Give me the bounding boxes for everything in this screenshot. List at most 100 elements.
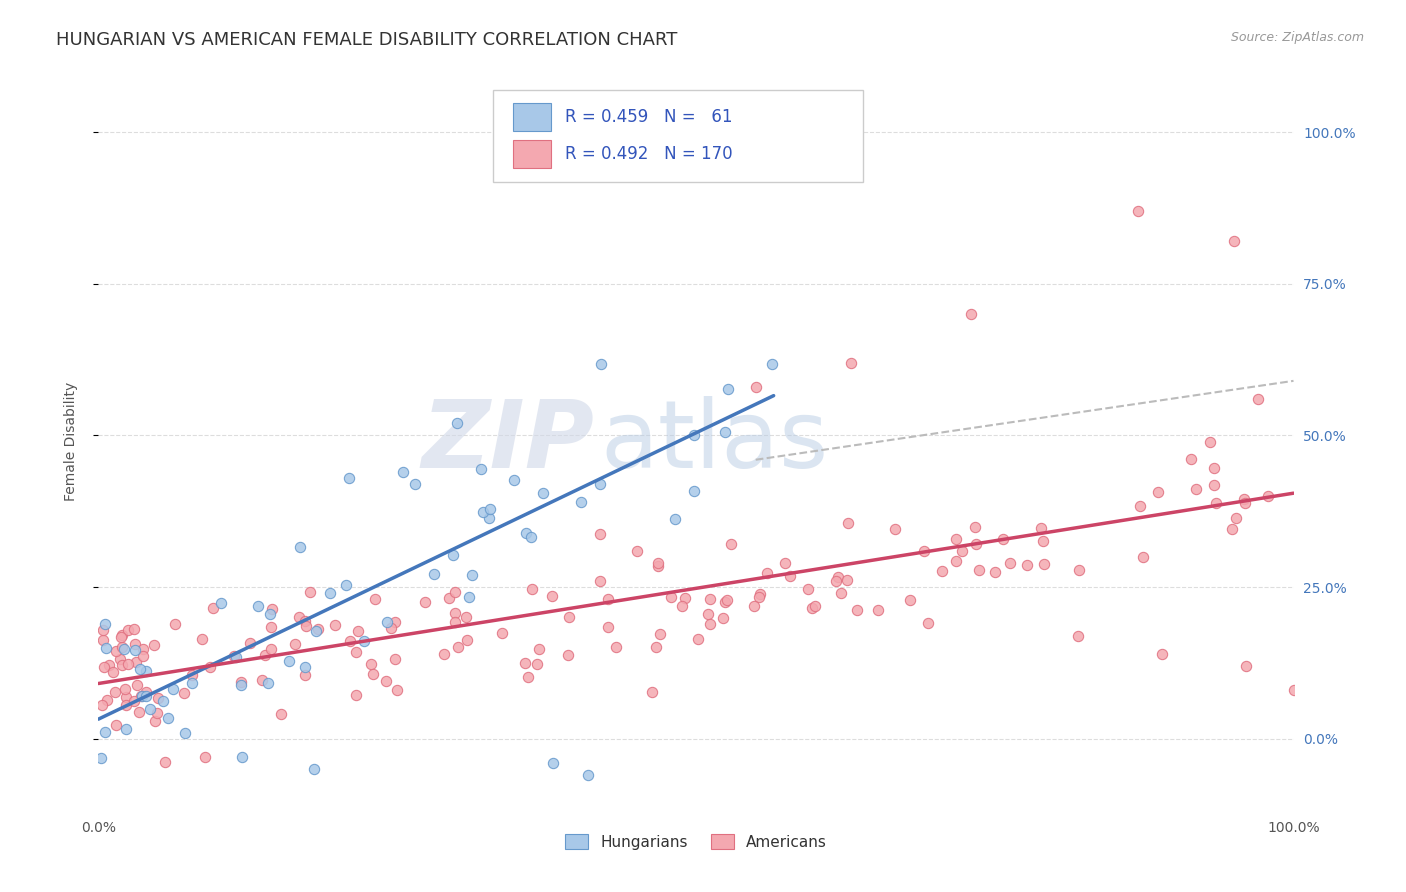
Point bbox=[696, 607, 718, 621]
Point bbox=[246, 599, 269, 614]
Point bbox=[1129, 499, 1152, 513]
Point bbox=[527, 641, 550, 656]
Point bbox=[589, 477, 612, 491]
Point bbox=[714, 595, 737, 609]
Point bbox=[827, 569, 849, 583]
Point bbox=[1199, 434, 1222, 449]
Point bbox=[671, 599, 693, 613]
Point bbox=[124, 642, 146, 657]
Point bbox=[835, 573, 858, 587]
Point bbox=[347, 624, 370, 638]
Point bbox=[294, 614, 316, 628]
Point bbox=[115, 690, 138, 705]
Point bbox=[647, 559, 669, 574]
Point bbox=[716, 593, 738, 607]
Point bbox=[659, 590, 682, 604]
Point bbox=[375, 615, 398, 629]
Point bbox=[90, 750, 112, 764]
Point bbox=[229, 674, 252, 689]
Point bbox=[605, 640, 627, 655]
Point bbox=[174, 726, 197, 740]
Point bbox=[993, 532, 1015, 546]
Point bbox=[93, 724, 115, 739]
Point bbox=[132, 642, 155, 657]
Text: ZIP: ZIP bbox=[422, 395, 595, 488]
Point bbox=[447, 640, 470, 654]
Point bbox=[569, 494, 592, 508]
Point bbox=[202, 601, 225, 615]
Point bbox=[253, 648, 276, 662]
Point bbox=[699, 592, 721, 607]
Point bbox=[673, 591, 696, 606]
Point bbox=[145, 706, 167, 720]
Point bbox=[110, 630, 132, 644]
Point bbox=[520, 582, 543, 597]
Point bbox=[124, 655, 146, 669]
Point bbox=[502, 473, 524, 487]
Point bbox=[115, 698, 138, 712]
Text: HUNGARIAN VS AMERICAN FEMALE DISABILITY CORRELATION CHART: HUNGARIAN VS AMERICAN FEMALE DISABILITY … bbox=[56, 31, 678, 49]
Point bbox=[307, 622, 329, 636]
Point bbox=[148, 690, 170, 705]
Point bbox=[94, 640, 117, 655]
FancyBboxPatch shape bbox=[494, 90, 863, 183]
Point bbox=[112, 641, 135, 656]
Point bbox=[163, 616, 186, 631]
Point bbox=[229, 678, 252, 692]
Point bbox=[945, 532, 967, 546]
Point bbox=[415, 594, 437, 608]
Point bbox=[288, 609, 311, 624]
Point bbox=[108, 652, 131, 666]
Point bbox=[801, 601, 824, 615]
Point bbox=[1132, 550, 1154, 565]
Point bbox=[917, 615, 939, 630]
Point bbox=[1282, 683, 1305, 698]
Point bbox=[841, 356, 863, 370]
Point bbox=[1232, 491, 1254, 506]
Point bbox=[353, 633, 375, 648]
Point bbox=[458, 591, 481, 605]
Point bbox=[558, 609, 581, 624]
Point bbox=[129, 690, 152, 704]
Point bbox=[209, 597, 232, 611]
Point bbox=[779, 569, 801, 583]
Point bbox=[260, 641, 283, 656]
Point bbox=[115, 722, 138, 736]
Point bbox=[965, 537, 987, 551]
Point bbox=[104, 718, 127, 732]
Text: R = 0.492   N = 170: R = 0.492 N = 170 bbox=[565, 145, 733, 163]
Point bbox=[898, 593, 921, 607]
Point bbox=[1031, 520, 1053, 534]
Point bbox=[515, 656, 537, 670]
Point bbox=[384, 652, 406, 666]
Point bbox=[647, 556, 669, 570]
Point bbox=[825, 574, 848, 588]
Point bbox=[596, 620, 619, 634]
Point bbox=[711, 611, 734, 625]
Point bbox=[950, 543, 973, 558]
Point bbox=[1205, 496, 1227, 510]
Point bbox=[883, 522, 905, 536]
Point bbox=[128, 705, 150, 719]
Point bbox=[983, 565, 1005, 579]
Point bbox=[98, 658, 121, 673]
Point bbox=[589, 527, 612, 541]
Point bbox=[193, 750, 215, 764]
Point bbox=[156, 711, 179, 725]
Point bbox=[1128, 203, 1150, 218]
Point bbox=[231, 750, 253, 764]
Point bbox=[1032, 533, 1054, 548]
Point bbox=[135, 685, 157, 699]
Point bbox=[104, 685, 127, 699]
Point bbox=[180, 668, 202, 682]
Point bbox=[756, 566, 779, 580]
Point bbox=[931, 564, 953, 578]
Point bbox=[360, 657, 382, 671]
Point bbox=[519, 530, 541, 544]
Point bbox=[260, 620, 283, 634]
Point bbox=[683, 484, 706, 499]
Point bbox=[239, 635, 262, 649]
Point bbox=[101, 665, 124, 680]
Point bbox=[319, 586, 342, 600]
Point bbox=[94, 617, 117, 632]
